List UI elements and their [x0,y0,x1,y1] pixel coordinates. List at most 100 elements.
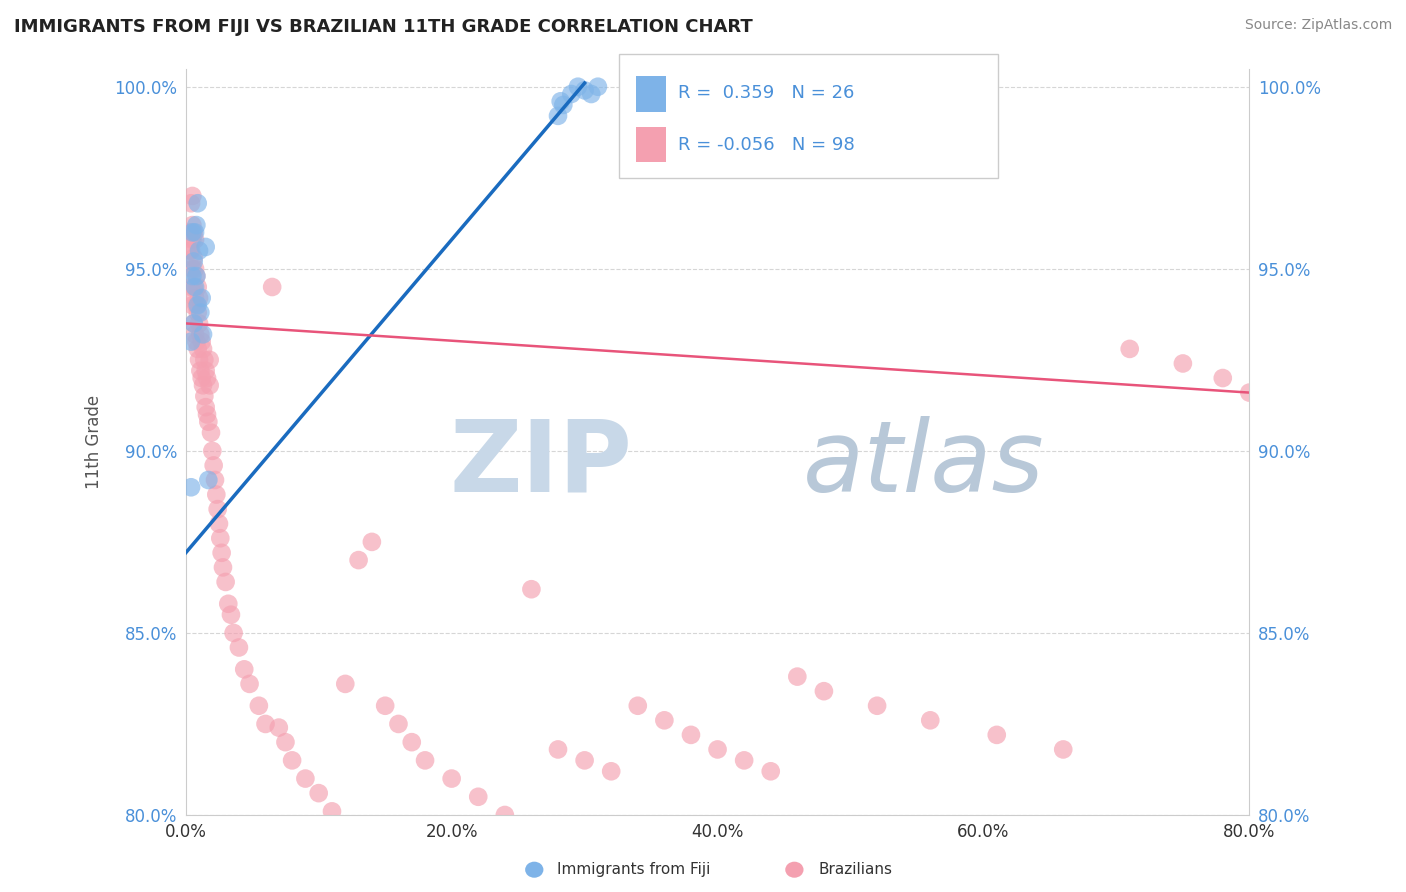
Point [193,389,215,403]
Point [413,753,436,767]
Point [654,714,676,728]
Point [183,280,205,294]
Point [181,269,204,284]
Point [181,261,204,276]
Point [679,728,702,742]
Point [308,786,330,800]
Point [181,189,204,203]
Point [184,261,207,276]
Point [759,764,782,779]
Point [209,531,232,545]
Point [190,371,212,385]
Point [180,280,202,294]
Point [706,742,728,756]
Text: Brazilians: Brazilians [818,863,893,877]
Point [467,789,489,804]
Point [180,196,202,211]
Point [560,87,582,101]
Text: atlas: atlas [803,416,1045,513]
Text: ZIP: ZIP [450,416,633,513]
Point [586,79,609,94]
Point [786,670,808,684]
Point [238,677,260,691]
Point [188,291,211,305]
Point [627,698,650,713]
Point [187,298,209,312]
Point [194,400,217,414]
Point [274,735,297,749]
Y-axis label: 11th Grade: 11th Grade [86,394,103,489]
Point [188,244,211,258]
Point [183,254,205,268]
Point [520,582,543,597]
Point [200,425,222,440]
Point [600,764,623,779]
Point [494,808,516,822]
Point [440,772,463,786]
Point [191,378,214,392]
Point [187,305,209,319]
Point [183,317,205,331]
Text: IMMIGRANTS FROM FIJI VS BRAZILIAN 11TH GRADE CORRELATION CHART: IMMIGRANTS FROM FIJI VS BRAZILIAN 11TH G… [14,18,752,36]
Point [401,735,423,749]
Point [219,607,242,622]
Point [214,574,236,589]
Point [222,626,245,640]
Point [179,244,201,258]
Text: Immigrants from Fiji: Immigrants from Fiji [557,863,710,877]
Point [212,560,235,574]
Point [733,753,755,767]
Point [254,717,277,731]
Point [986,728,1008,742]
Point [547,109,569,123]
Point [267,721,290,735]
Point [813,684,835,698]
Point [190,364,212,378]
Point [920,714,942,728]
Point [374,698,396,713]
Point [179,226,201,240]
Point [1239,385,1261,400]
Point [183,317,205,331]
Point [184,291,207,305]
Point [198,378,221,392]
Point [198,352,221,367]
Point [181,298,204,312]
Point [866,698,889,713]
Point [184,233,207,247]
Point [191,327,214,342]
Point [262,280,284,294]
Point [190,334,212,349]
Point [190,305,212,319]
Point [1052,742,1074,756]
Point [567,79,589,94]
Point [553,98,575,112]
Point [181,218,204,232]
Point [187,280,209,294]
Point [191,342,214,356]
Point [205,487,228,501]
Point [194,364,217,378]
Text: Source: ZipAtlas.com: Source: ZipAtlas.com [1244,18,1392,32]
Point [186,218,208,232]
Point [180,334,202,349]
Point [184,327,207,342]
Point [550,95,572,109]
Point [190,327,212,342]
Point [1118,342,1140,356]
Point [188,352,211,367]
Point [247,698,270,713]
Point [204,473,226,487]
Point [574,753,596,767]
Point [321,805,343,819]
Point [202,458,225,473]
Point [197,473,219,487]
Point [183,226,205,240]
Point [211,546,233,560]
Point [294,772,316,786]
Point [193,352,215,367]
Point [186,269,208,284]
Point [581,87,603,101]
Point [335,677,357,691]
Point [195,371,218,385]
